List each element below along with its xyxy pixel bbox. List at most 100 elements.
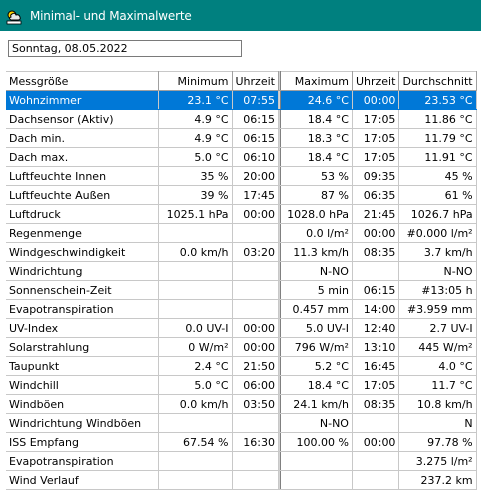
cell-uhrzeit-max: 00:00 [352,432,400,452]
cell-minimum: 5.0 °C [158,375,233,395]
cell-messgroesse: Sonnenschein-Zeit [6,280,159,300]
cell-uhrzeit-min: 03:20 [232,242,279,262]
cell-uhrzeit-min [232,223,279,243]
cell-durchschnitt: 61 % [398,185,477,205]
header-uhrzeit-min[interactable]: Uhrzeit [232,71,279,91]
table-row[interactable]: Windchill 5.0 °C 06:00 18.4 °C 17:05 11.7 °C [6,375,477,395]
header-maximum[interactable]: Maximum [280,71,353,91]
cell-durchschnitt: #3.959 mm [398,299,477,319]
cell-messgroesse: Solarstrahlung [6,337,159,357]
table-row[interactable]: Windrichtung N-NO N-NO [6,261,477,281]
values-grid[interactable]: Messgröße Minimum Uhrzeit Maximum Uhrzei… [6,71,481,495]
table-row[interactable]: Sonnenschein-Zeit 5 min 06:15 #13:05 h [6,280,477,300]
cell-uhrzeit-min: 00:00 [232,204,279,224]
table-row[interactable]: Windböen 0.0 km/h 03:50 24.1 km/h 08:35 10.8 … [6,394,477,414]
table-row[interactable]: Luftdruck 1025.1 hPa 00:00 1028.0 hPa 21:45 1… [6,204,477,224]
cell-minimum [158,470,233,490]
cell-minimum: 35 % [158,166,233,186]
cell-uhrzeit-min: 21:50 [232,356,279,376]
cell-uhrzeit-max: 06:35 [352,185,400,205]
table-row[interactable]: Windgeschwindigkeit 0.0 km/h 03:20 11.3 km/… [6,242,477,262]
cell-messgroesse: Taupunkt [6,356,159,376]
cell-minimum [158,299,233,319]
cell-messgroesse: Luftfeuchte Außen [6,185,159,205]
cell-minimum: 39 % [158,185,233,205]
cell-uhrzeit-max: 17:05 [352,375,400,395]
column-separator [278,185,281,205]
cell-uhrzeit-max [352,451,400,471]
cell-durchschnitt: 445 W/m² [398,337,477,357]
table-row[interactable]: Evapotranspiration 0.457 mm 14:00 #3.959 mm [6,299,477,319]
cell-maximum: 5.2 °C [280,356,353,376]
header-messgroesse[interactable]: Messgröße [6,71,159,91]
cell-maximum: 796 W/m² [280,337,353,357]
cell-messgroesse: Wohnzimmer [6,90,159,110]
cell-uhrzeit-max [352,470,400,490]
table-row[interactable]: Evapotranspiration 3.275 l/m² [6,451,477,471]
column-separator [278,413,281,433]
date-field[interactable]: Sonntag, 08.05.2022 [8,40,242,57]
cell-messgroesse: Wind Verlauf [6,470,159,490]
cell-maximum: 53 % [280,166,353,186]
table-row[interactable]: Taupunkt 2.4 °C 21:50 5.2 °C 16:45 4.0 °C [6,356,477,376]
column-separator [278,109,281,129]
header-uhrzeit-max[interactable]: Uhrzeit [352,71,400,91]
table-row[interactable]: Regenmenge 0.0 l/m² 00:00 #0.000 l/m² [6,223,477,243]
cell-minimum: 1025.1 hPa [158,204,233,224]
cell-minimum: 0.0 km/h [158,242,233,262]
cell-durchschnitt: N [398,413,477,433]
table-row[interactable]: Luftfeuchte Außen 39 % 17:45 87 % 06:35 61 % [6,185,477,205]
table-row[interactable]: Wohnzimmer 23.1 °C 07:55 24.6 °C 00:00 23.53 … [6,90,477,110]
cell-uhrzeit-max: 17:05 [352,147,400,167]
table-row[interactable]: Luftfeuchte Innen 35 % 20:00 53 % 09:35 45 % [6,166,477,186]
cell-durchschnitt: 11.91 °C [398,147,477,167]
cell-maximum: 0.457 mm [280,299,353,319]
table-row[interactable]: Windrichtung Windböen N-NO N [6,413,477,433]
cell-minimum: 23.1 °C [158,90,233,110]
column-separator [278,337,281,357]
cell-messgroesse: ISS Empfang [6,432,159,452]
cell-messgroesse: Windgeschwindigkeit [6,242,159,262]
cell-uhrzeit-max: 12:40 [352,318,400,338]
cell-minimum [158,413,233,433]
column-separator [278,280,281,300]
table-row[interactable]: Solarstrahlung 0 W/m² 00:00 796 W/m² 13:10 44… [6,337,477,357]
cell-uhrzeit-max [352,261,400,281]
cell-maximum: 18.4 °C [280,109,353,129]
cell-durchschnitt: 3.275 l/m² [398,451,477,471]
cell-maximum [280,451,353,471]
cell-durchschnitt: #0.000 l/m² [398,223,477,243]
column-separator [278,90,281,110]
table-row[interactable]: Wind Verlauf 237.2 km [6,470,477,490]
table-row[interactable]: ISS Empfang 67.54 % 16:30 100.00 % 00:00 97.7… [6,432,477,452]
column-separator [278,223,281,243]
cell-uhrzeit-max: 08:35 [352,394,400,414]
table-row[interactable]: Dach max. 5.0 °C 06:10 18.4 °C 17:05 11.91 °C [6,147,477,167]
cell-messgroesse: Luftfeuchte Innen [6,166,159,186]
cell-uhrzeit-min: 00:00 [232,318,279,338]
table-row[interactable]: Dach min. 4.9 °C 06:15 18.3 °C 17:05 11.79 °C [6,128,477,148]
column-separator [278,204,281,224]
cell-messgroesse: Windrichtung Windböen [6,413,159,433]
cell-minimum: 0.0 km/h [158,394,233,414]
cell-durchschnitt: 11.86 °C [398,109,477,129]
cell-maximum: 11.3 km/h [280,242,353,262]
cell-durchschnitt: N-NO [398,261,477,281]
cell-uhrzeit-max: 09:35 [352,166,400,186]
column-separator [278,318,281,338]
table-row[interactable]: Dachsensor (Aktiv) 4.9 °C 06:15 18.4 °C 17:0… [6,109,477,129]
cell-minimum: 5.0 °C [158,147,233,167]
title-bar[interactable]: Minimal- und Maximalwerte [0,0,481,31]
header-durchschnitt[interactable]: Durchschnitt [398,71,477,91]
cell-uhrzeit-min: 06:00 [232,375,279,395]
cell-uhrzeit-min: 17:45 [232,185,279,205]
cell-maximum: 1028.0 hPa [280,204,353,224]
cell-maximum: 18.3 °C [280,128,353,148]
header-row: Messgröße Minimum Uhrzeit Maximum Uhrzei… [6,71,477,91]
table-row[interactable]: UV-Index 0.0 UV-I 00:00 5.0 UV-I 12:40 2.7 UV… [6,318,477,338]
cell-uhrzeit-min [232,261,279,281]
cell-maximum: 100.00 % [280,432,353,452]
header-minimum[interactable]: Minimum [158,71,233,91]
cell-uhrzeit-min [232,413,279,433]
cell-minimum: 0 W/m² [158,337,233,357]
